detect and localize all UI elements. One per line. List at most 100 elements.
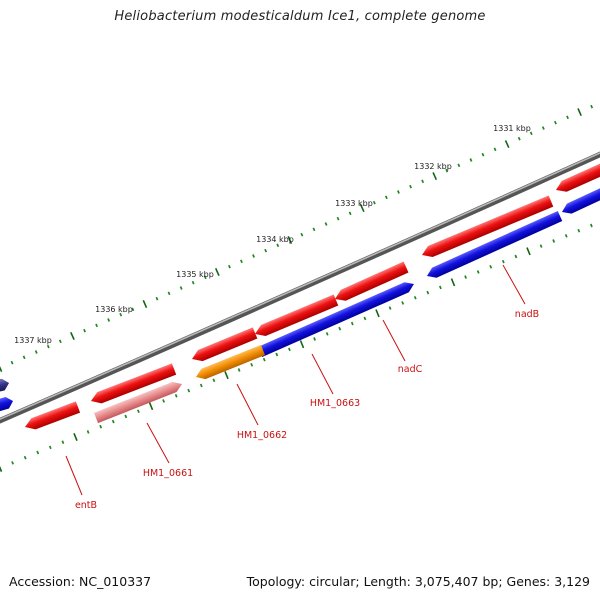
gene-feature-fwd-entB	[25, 401, 81, 430]
outer-ruler-minor-tick	[469, 158, 473, 162]
outer-ruler-major-tick	[504, 140, 510, 149]
inner-ruler-major-tick	[0, 465, 3, 473]
inner-ruler-minor-tick	[426, 290, 430, 295]
inner-ruler-minor-tick	[564, 234, 568, 238]
inner-ruler-minor-tick	[439, 285, 442, 290]
inner-ruler-minor-tick	[124, 414, 128, 419]
inner-ruler-minor-tick	[590, 223, 593, 228]
gene-labels: nadB nadC HM1_0663 HM1_0662 HM1_0661 entB	[75, 309, 539, 511]
inner-ruler-minor-tick	[325, 332, 329, 336]
gene-label: nadB	[515, 309, 539, 320]
inner-ruler-minor-tick	[350, 321, 354, 326]
outer-ruler-minor-tick	[481, 152, 485, 157]
gene-feature-rev-1	[562, 187, 600, 214]
outer-ruler-minor-tick	[529, 131, 533, 136]
gene-label: HM1_0662	[237, 430, 287, 441]
outer-ruler-minor-tick	[348, 211, 352, 216]
label-leaders	[65, 264, 526, 496]
label-leader-line	[311, 353, 334, 395]
inner-ruler-major-tick	[375, 309, 380, 318]
inner-ruler-minor-tick	[250, 362, 254, 367]
gene-feature-blue-edge	[0, 396, 14, 415]
inner-ruler-minor-tick	[476, 270, 480, 274]
inner-ruler-minor-tick	[23, 455, 27, 460]
gene-feature-dark-edge	[0, 378, 10, 395]
gene-feature-fwd-3	[255, 294, 339, 337]
inner-ruler-minor-tick	[212, 378, 216, 383]
outer-ruler-minor-tick	[155, 296, 159, 301]
inner-ruler-minor-tick	[501, 259, 505, 264]
label-leader-line	[236, 383, 259, 426]
outer-ruler-minor-tick	[119, 312, 123, 317]
ruler-label: 1337 kbp	[14, 336, 52, 345]
inner-ruler-major-tick	[526, 247, 531, 256]
outer-ruler-minor-tick	[517, 136, 521, 141]
outer-ruler	[0, 104, 594, 373]
outer-ruler-minor-tick	[300, 232, 304, 237]
gene-feature-fwd-5	[91, 363, 177, 404]
outer-ruler-minor-tick	[240, 259, 243, 264]
gene-feature-fwd-2	[335, 261, 409, 301]
outer-ruler-minor-tick	[421, 179, 425, 184]
inner-ruler-minor-tick	[174, 393, 178, 398]
outer-ruler-minor-tick	[264, 248, 268, 253]
outer-ruler-minor-tick	[252, 254, 255, 258]
outer-ruler-minor-tick	[457, 163, 461, 168]
map-title: Heliobacterium modesticaldum Ice1, compl…	[114, 9, 486, 24]
inner-ruler-minor-tick	[48, 445, 52, 450]
outer-ruler-minor-tick	[541, 126, 545, 130]
outer-ruler-major-tick	[142, 299, 148, 309]
outer-ruler-major-tick	[214, 267, 220, 277]
outer-ruler-minor-tick	[566, 115, 569, 120]
gene-label: nadC	[398, 364, 423, 375]
gene-feature-rev-HM1_0661	[93, 381, 183, 424]
inner-ruler-minor-tick	[388, 306, 392, 310]
gene-track	[0, 162, 600, 430]
outer-ruler-minor-tick	[95, 323, 98, 328]
inner-ruler-minor-tick	[11, 461, 14, 465]
outer-ruler-minor-tick	[397, 190, 400, 194]
inner-ruler-minor-tick	[363, 316, 367, 321]
gene-feature-fwd-1	[556, 162, 600, 192]
outer-ruler-major-tick	[577, 108, 582, 117]
accession-text: Accession: NC_010337	[9, 574, 152, 589]
outer-ruler-minor-tick	[83, 328, 86, 333]
outer-ruler-minor-tick	[324, 222, 328, 226]
outer-ruler-minor-tick	[203, 275, 207, 280]
inner-ruler-minor-tick	[464, 275, 467, 279]
outer-ruler-minor-tick	[131, 307, 135, 312]
inner-ruler-minor-tick	[489, 264, 493, 269]
outer-ruler-major-tick	[432, 172, 438, 181]
inner-ruler-major-tick	[299, 340, 305, 349]
inner-ruler-minor-tick	[111, 419, 115, 424]
outer-ruler-minor-tick	[445, 168, 449, 173]
inner-ruler-minor-tick	[237, 368, 241, 372]
inner-ruler-major-tick	[148, 402, 154, 411]
gene-feature-rev-HM1_0663	[257, 282, 414, 358]
inner-ruler-major-tick	[224, 371, 229, 380]
outer-ruler-minor-tick	[336, 216, 340, 221]
gene-label: HM1_0663	[310, 398, 360, 409]
inner-ruler-minor-tick	[86, 430, 90, 434]
outer-ruler-minor-tick	[107, 318, 111, 322]
inner-ruler-minor-tick	[413, 295, 417, 300]
inner-ruler-minor-tick	[552, 239, 556, 243]
backbone-highlight	[0, 152, 600, 421]
outer-ruler-minor-tick	[276, 243, 280, 248]
gene-feature-rev-nadC	[427, 210, 563, 278]
gene-feature-rev-HM1_0662	[196, 344, 266, 380]
outer-ruler-minor-tick	[58, 339, 62, 344]
gene-feature-fwd-4	[192, 327, 258, 362]
inner-ruler-minor-tick	[514, 254, 518, 259]
outer-ruler-minor-tick	[34, 350, 38, 354]
inner-ruler	[0, 223, 593, 473]
inner-ruler-minor-tick	[99, 424, 103, 429]
genome-summary: Topology: circular; Length: 3,075,407 bp…	[246, 574, 590, 589]
inner-ruler-minor-tick	[401, 301, 405, 305]
gene-label: entB	[75, 500, 97, 511]
outer-ruler-minor-tick	[228, 264, 231, 269]
inner-ruler-minor-tick	[275, 352, 279, 357]
label-leader-line	[146, 422, 170, 464]
ruler-label: 1333 kbp	[335, 199, 373, 208]
